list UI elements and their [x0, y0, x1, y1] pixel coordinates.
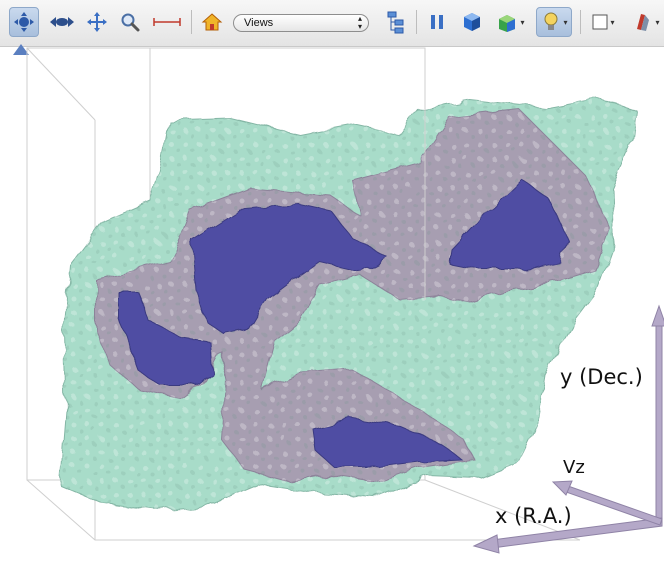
y-axis-arrow	[655, 321, 663, 521]
x-axis-label: x (R.A.)	[495, 504, 572, 528]
shaded-cube-icon	[464, 13, 480, 31]
inner-blob-right	[449, 179, 569, 271]
inner-blob-bottom	[311, 417, 464, 469]
vz-axis-label: Vz	[563, 457, 585, 478]
middle-isosurface	[95, 109, 611, 483]
coordinate-axes	[472, 304, 664, 554]
vz-axis-arrowhead	[551, 480, 573, 496]
cross-section-icon	[637, 14, 650, 31]
active-tool-marker-icon	[13, 44, 29, 55]
toolbar-separator	[580, 10, 581, 34]
inner-blob-left	[117, 291, 213, 386]
model-tree-icon	[387, 11, 404, 34]
move-tool-button[interactable]	[82, 7, 112, 37]
dropdown-caret-icon: ▾	[610, 17, 615, 27]
inner-isosurface	[117, 179, 569, 469]
lighting-button[interactable]: ▾	[536, 7, 572, 37]
inner-blob-top-left	[191, 204, 390, 336]
background-color-button[interactable]: ▾	[585, 7, 621, 37]
light-bulb-icon	[544, 12, 558, 30]
toolbar: Views ▴ ▾ ▾	[0, 0, 664, 47]
move-cross-icon	[87, 12, 107, 32]
toolbar-separator	[191, 10, 192, 34]
render-mode-button[interactable]	[457, 7, 487, 37]
rotate-arrows-icon	[14, 12, 34, 32]
views-select-value: Views	[244, 17, 274, 29]
pan-arrows-icon	[50, 17, 74, 27]
background-swatch-icon	[592, 14, 608, 30]
magnifier-icon	[121, 13, 140, 32]
x-axis-arrowhead	[472, 534, 500, 554]
pause-animation-button[interactable]	[422, 7, 452, 37]
dropdown-caret-icon: ▾	[563, 17, 568, 27]
home-icon	[201, 13, 223, 31]
views-select[interactable]: Views ▴ ▾	[233, 14, 369, 32]
y-axis-arrowhead	[651, 304, 664, 327]
pan-tool-button[interactable]	[47, 7, 77, 37]
measure-tool-button[interactable]	[150, 7, 184, 37]
dropdown-caret-icon: ▾	[655, 17, 660, 27]
cross-section-button[interactable]: ▾	[628, 7, 664, 37]
toolbar-separator	[416, 10, 417, 34]
model-tree-button[interactable]	[381, 7, 411, 37]
home-view-button[interactable]	[197, 7, 227, 37]
up-down-arrows-icon: ▴ ▾	[357, 14, 362, 31]
vz-axis-arrow	[565, 485, 663, 526]
rotate-tool-button[interactable]	[9, 7, 39, 37]
measure-line-icon	[153, 18, 181, 26]
view-projection-button[interactable]: ▾	[492, 7, 528, 37]
pause-icon	[431, 15, 443, 29]
y-axis-label: y (Dec.)	[560, 365, 643, 389]
cube-projection-icon	[499, 15, 516, 32]
dropdown-caret-icon: ▾	[520, 17, 525, 27]
zoom-tool-button[interactable]	[115, 7, 145, 37]
